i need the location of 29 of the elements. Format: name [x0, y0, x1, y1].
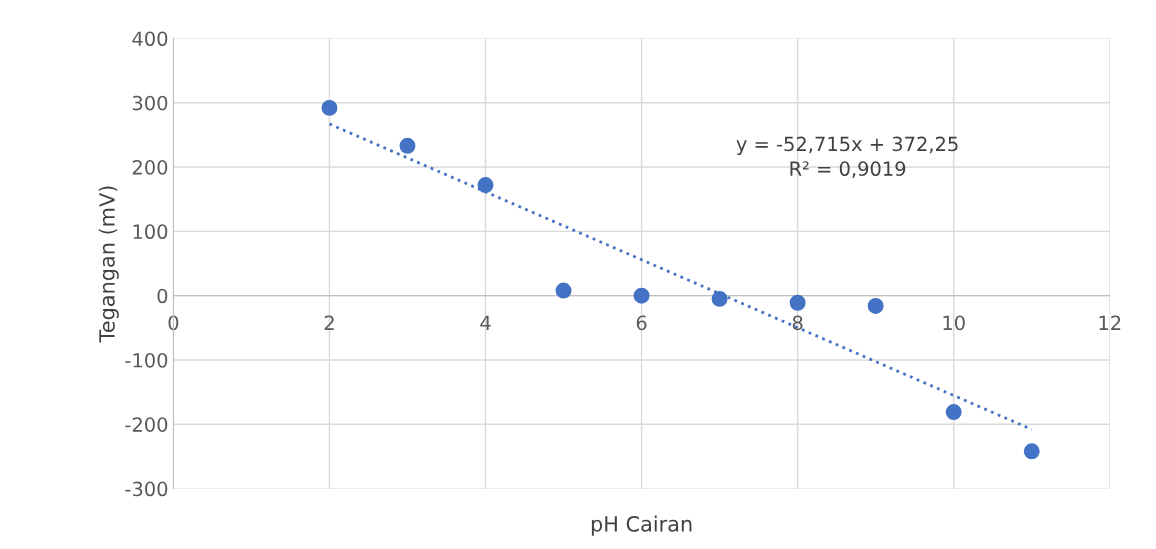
- point: [867, 297, 884, 314]
- y-tick-label: -200: [125, 417, 168, 432]
- point: [399, 137, 416, 154]
- x-tick-label: 0: [168, 315, 179, 331]
- x-tick-label: 2: [324, 315, 334, 330]
- x-tick-label: 4: [480, 315, 491, 330]
- annotation: R² = 0,9019: [790, 161, 906, 178]
- y-axis-title: Tegangan (mV): [98, 186, 119, 343]
- y-tick-label: 300: [132, 95, 168, 111]
- point: [477, 177, 494, 194]
- x-tick-label: 12: [1099, 315, 1121, 330]
- point: [1023, 443, 1040, 460]
- y-tick-label: 200: [132, 160, 168, 175]
- point: [945, 404, 962, 421]
- x-tick-label: 6: [636, 315, 647, 331]
- y-tick-label: -100: [125, 352, 168, 368]
- x-tick-label: 10: [943, 315, 965, 331]
- point: [633, 287, 650, 304]
- point: [711, 290, 728, 307]
- point: [789, 294, 806, 311]
- y-tick-label: 100: [133, 224, 168, 240]
- point: [555, 282, 572, 299]
- y-tick-label: 0: [157, 288, 168, 304]
- point: [321, 99, 338, 116]
- x-tick-label: 8: [792, 315, 803, 331]
- annotation: y = -52,715x + 372,25: [736, 136, 958, 156]
- x-axis-title: pH Cairan: [591, 515, 692, 536]
- y-tick-label: -300: [125, 481, 168, 497]
- y-tick-label: 400: [132, 31, 168, 47]
